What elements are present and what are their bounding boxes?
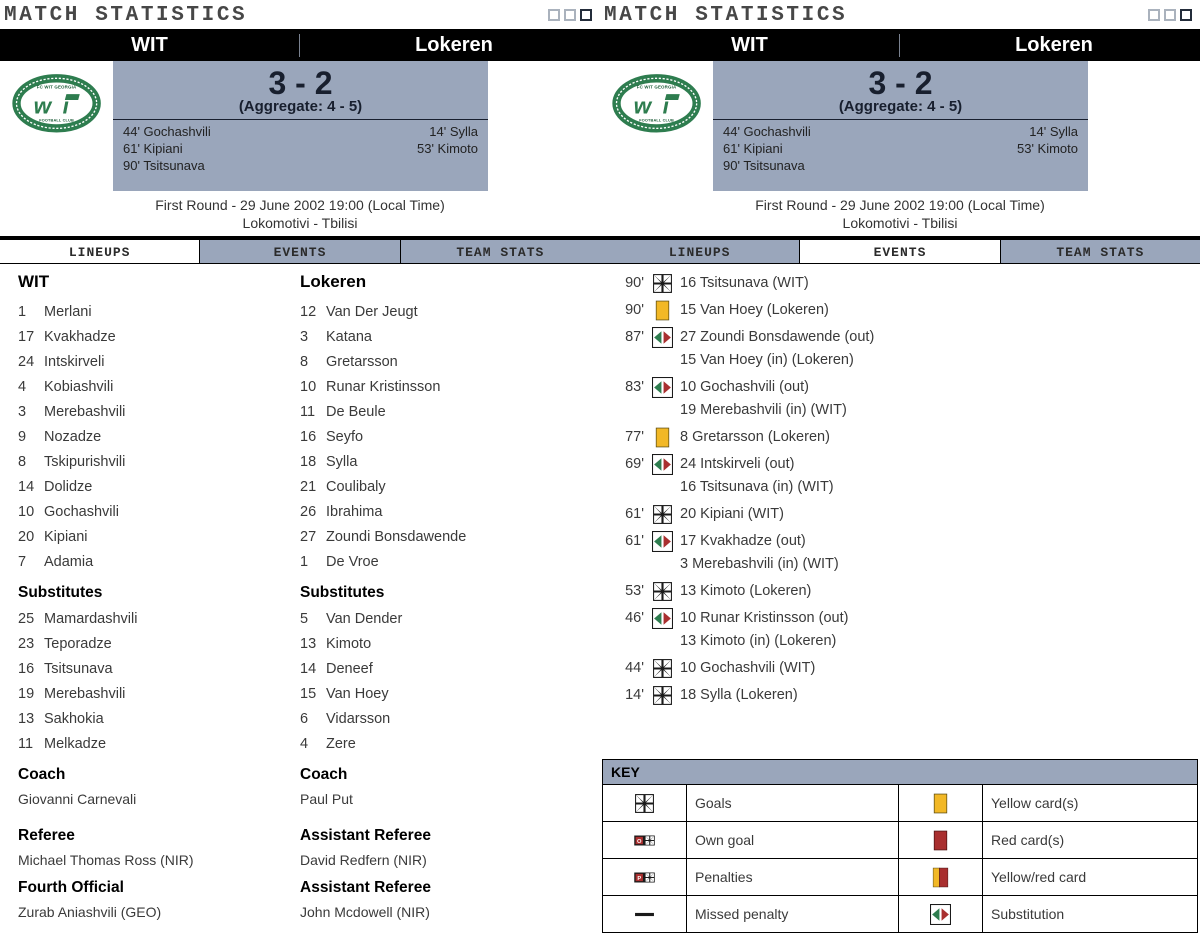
svg-text:FOOTBALL CLUB: FOOTBALL CLUB <box>639 119 674 123</box>
svg-text:w: w <box>633 93 652 118</box>
svg-text:FC WIT GEORGIA: FC WIT GEORGIA <box>636 84 676 89</box>
svg-text:w: w <box>33 93 52 118</box>
svg-text:P: P <box>637 875 641 881</box>
svg-text:FOOTBALL CLUB: FOOTBALL CLUB <box>39 119 74 123</box>
svg-text:FC WIT GEORGIA: FC WIT GEORGIA <box>36 84 76 89</box>
svg-text:O: O <box>637 838 642 844</box>
